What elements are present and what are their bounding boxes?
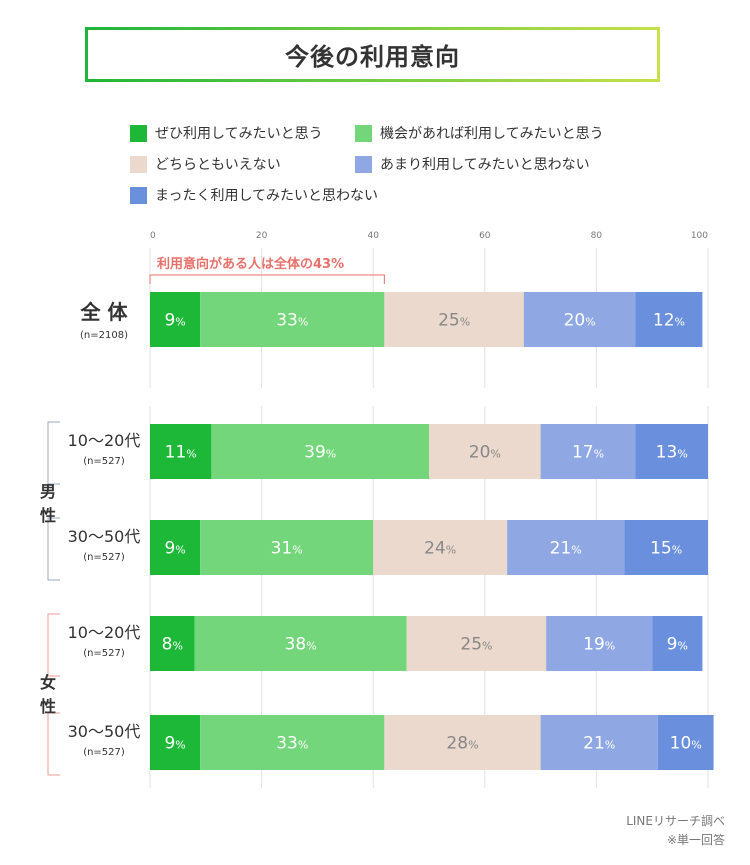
legend-swatch-3 (130, 155, 147, 173)
credit: LINEリサーチ調べ ※単一回答 (626, 812, 725, 850)
chart-title: 今後の利用意向 (285, 43, 460, 71)
data-label-row4-seg2: 38% (285, 635, 317, 655)
chart-title-box: 今後の利用意向 (85, 27, 660, 82)
data-label-row3-seg1: 9% (164, 539, 185, 559)
legend-swatch-5 (130, 186, 147, 204)
legend-swatch-2 (355, 124, 372, 142)
bar-row3-seg5 (624, 520, 708, 575)
data-label-row3-seg3: 24% (424, 539, 456, 559)
bar-row2-seg3 (429, 424, 541, 479)
data-label-row4-seg1: 8% (162, 635, 183, 655)
bar-row4-seg4 (546, 616, 653, 671)
row-label-1: 全 体 (80, 300, 129, 324)
data-label-row1-seg3: 25% (438, 311, 470, 331)
bar-row3-seg2 (200, 520, 374, 575)
x-tick-label-60: 60 (479, 231, 491, 241)
data-label-row5-seg5: 10% (670, 734, 702, 754)
bar-row2-seg1 (150, 424, 212, 479)
row-label-5: 30〜50代 (68, 722, 141, 741)
legend-swatch-4 (355, 155, 372, 173)
group-label-2: 女性 (40, 673, 56, 716)
bar-row5-seg4 (540, 715, 658, 770)
bar-row4-seg3 (406, 616, 547, 671)
bar-row5-seg3 (384, 715, 541, 770)
data-label-row1-seg2: 33% (276, 311, 308, 331)
bar-row1-seg5 (635, 292, 703, 347)
legend-item-5: まったく利用してみたいと思わない (130, 185, 378, 205)
bar-row2-seg2 (211, 424, 429, 479)
data-label-row2-seg1: 11% (165, 443, 197, 463)
legend-item-4: あまり利用してみたいと思わない (355, 154, 590, 174)
data-label-row2-seg2: 39% (304, 443, 336, 463)
group-bracket-2-1 (47, 613, 60, 677)
bar-row4-seg2 (194, 616, 407, 671)
data-label-row2-seg3: 20% (469, 443, 501, 463)
x-tick-label-80: 80 (591, 231, 603, 241)
bar-row4-seg1 (150, 616, 195, 671)
row-label-4: 10〜20代 (68, 623, 141, 642)
data-label-row2-seg4: 17% (572, 443, 604, 463)
data-label-row5-seg1: 9% (164, 734, 185, 754)
bar-row5-seg5 (657, 715, 714, 770)
row-n-3: (n=527) (83, 552, 125, 563)
data-label-row5-seg4: 21% (583, 734, 615, 754)
annotation-bracket (149, 274, 385, 284)
data-label-row5-seg2: 33% (276, 734, 308, 754)
bar-row1-seg2 (200, 292, 385, 347)
data-label-row4-seg5: 9% (667, 635, 688, 655)
group-bracket-2-2 (47, 712, 60, 776)
bar-row5-seg2 (200, 715, 385, 770)
data-label-row5-seg3: 28% (446, 734, 478, 754)
bar-row5-seg1 (150, 715, 201, 770)
bar-row2-seg4 (540, 424, 636, 479)
legend-swatch-1 (130, 124, 147, 142)
legend-label-3: どちらともいえない (155, 157, 281, 173)
bar-row1-seg1 (150, 292, 201, 347)
data-label-row4-seg3: 25% (460, 635, 492, 655)
data-label-row3-seg2: 31% (271, 539, 303, 559)
legend-item-3: どちらともいえない (130, 154, 281, 174)
data-label-row1-seg5: 12% (653, 311, 685, 331)
data-label-row4-seg4: 19% (583, 635, 615, 655)
data-label-row2-seg5: 13% (656, 443, 688, 463)
bar-row1-seg3 (384, 292, 524, 347)
group-bracket-1-2 (47, 517, 60, 581)
x-tick-label-100: 100 (691, 231, 708, 241)
answer-note: ※単一回答 (666, 833, 725, 847)
legend-label-5: まったく利用してみたいと思わない (155, 188, 379, 204)
bar-row3-seg3 (373, 520, 508, 575)
x-tick-label-40: 40 (367, 231, 379, 241)
legend-item-1: ぜひ利用してみたいと思う (130, 123, 323, 143)
row-n-1: (n=2108) (80, 330, 128, 341)
bar-row3-seg1 (150, 520, 201, 575)
row-n-2: (n=527) (83, 456, 125, 467)
data-label-row3-seg4: 21% (550, 539, 582, 559)
data-label-row1-seg1: 9% (164, 311, 185, 331)
stacked-bar-chart: 0 20 40 60 80 100 利用意向がある人は全体の43% 9% 33% 25% 20% 12… (40, 231, 714, 788)
bar-row4-seg5 (652, 616, 703, 671)
bar-row1-seg4 (523, 292, 636, 347)
x-tick-label-0: 0 (150, 231, 156, 241)
row-label-2: 10〜20代 (68, 431, 141, 450)
row-n-4: (n=527) (83, 648, 125, 659)
row-n-5: (n=527) (83, 747, 125, 758)
legend-label-4: あまり利用してみたいと思わない (380, 157, 590, 173)
bar-row2-seg5 (635, 424, 708, 479)
legend-label-1: ぜひ利用してみたいと思う (155, 126, 323, 142)
data-label-row3-seg5: 15% (650, 539, 682, 559)
bar-row3-seg4 (507, 520, 625, 575)
legend-label-2: 機会があれば利用してみたいと思う (380, 126, 604, 142)
annotation-label: 利用意向がある人は全体の43% (157, 256, 344, 272)
group-label-1: 男性 (40, 482, 56, 525)
row-label-3: 30〜50代 (68, 527, 141, 546)
group-bracket-1-1 (47, 421, 60, 485)
x-tick-label-20: 20 (256, 231, 268, 241)
data-label-row1-seg4: 20% (564, 311, 596, 331)
legend-item-2: 機会があれば利用してみたいと思う (355, 123, 604, 143)
source-credit: LINEリサーチ調べ (626, 814, 725, 828)
